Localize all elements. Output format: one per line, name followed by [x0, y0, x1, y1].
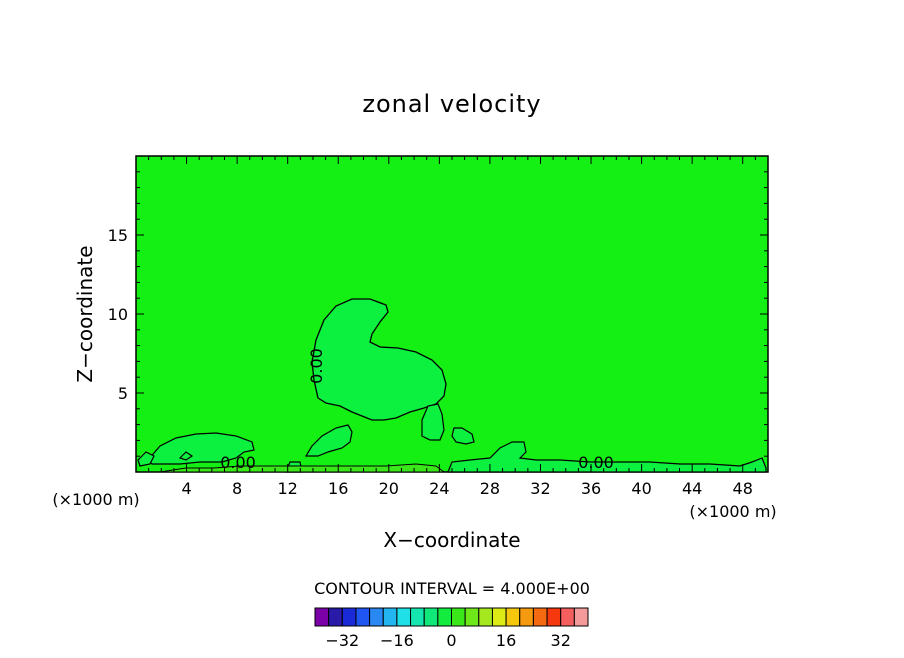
colorbar-swatch — [328, 607, 343, 627]
colorbar-tick-label: 32 — [551, 631, 571, 650]
contour-region-small — [421, 403, 445, 441]
contour-label: 0.00 — [578, 453, 614, 472]
x-tick-label: 4 — [181, 479, 191, 498]
x-tick-label: 16 — [328, 479, 348, 498]
x-tick-label: 44 — [682, 479, 702, 498]
contour-region-small — [178, 451, 194, 461]
colorbar-swatch — [560, 607, 575, 627]
x-tick-label: 36 — [581, 479, 601, 498]
contour-label: 0.00 — [220, 453, 256, 472]
y-tick-label: 15 — [108, 226, 128, 245]
colorbar-swatch — [478, 607, 493, 627]
contour-region-small — [147, 432, 255, 465]
x-tick-label: 8 — [232, 479, 242, 498]
colorbar-swatch — [464, 607, 480, 627]
colorbar-tick-label: −16 — [380, 631, 414, 650]
colorbar-swatch — [423, 607, 439, 627]
x-tick-label: 28 — [480, 479, 500, 498]
contour-region-small — [451, 427, 475, 445]
contour-region-surface — [159, 463, 446, 473]
colorbar-swatch — [451, 607, 466, 627]
x-axis-label: X−coordinate — [383, 528, 520, 552]
colorbar-tick-label: 0 — [446, 631, 456, 650]
contour-region-small — [447, 441, 767, 473]
x-tick-label: 12 — [278, 479, 298, 498]
y-axis-label: Z−coordinate — [73, 245, 97, 382]
colorbar-swatch — [532, 607, 548, 627]
colorbar-swatch — [382, 607, 398, 627]
y-tick-label: 10 — [108, 305, 128, 324]
colorbar-swatch — [314, 607, 330, 627]
contour-interval-label: CONTOUR INTERVAL = 4.000E+00 — [314, 579, 590, 598]
colorbar-swatch — [505, 607, 521, 627]
x-unit-right: (×1000 m) — [689, 502, 776, 521]
colorbar-swatch — [396, 607, 412, 627]
colorbar-swatch — [437, 607, 453, 627]
contour-region-small — [137, 451, 155, 467]
x-unit-left: (×1000 m) — [52, 490, 139, 509]
x-tick-label: 48 — [733, 479, 753, 498]
colorbar: −32 −16 0 16 32 — [314, 607, 589, 650]
x-tick-label: 32 — [530, 479, 550, 498]
colorbar-swatch — [573, 607, 589, 627]
contour-regions — [137, 298, 767, 473]
x-tick-label: 24 — [429, 479, 449, 498]
y-tick-label: 5 — [118, 384, 128, 403]
colorbar-swatch — [546, 607, 562, 627]
colorbar-swatch — [519, 607, 534, 627]
plot-area — [135, 155, 769, 473]
contour-label: 0.00 — [307, 348, 326, 384]
contour-region-small — [304, 424, 353, 457]
colorbar-swatch — [491, 607, 507, 627]
chart-title: zonal velocity — [362, 90, 541, 118]
colorbar-tick-label: −32 — [325, 631, 359, 650]
colorbar-swatch — [369, 607, 384, 627]
colorbar-swatch — [355, 607, 371, 627]
contour-region-core — [311, 298, 447, 421]
x-tick-label: 20 — [379, 479, 399, 498]
colorbar-swatch — [341, 607, 357, 627]
x-tick-label: 40 — [631, 479, 651, 498]
colorbar-swatch — [410, 607, 425, 627]
colorbar-tick-label: 16 — [496, 631, 516, 650]
